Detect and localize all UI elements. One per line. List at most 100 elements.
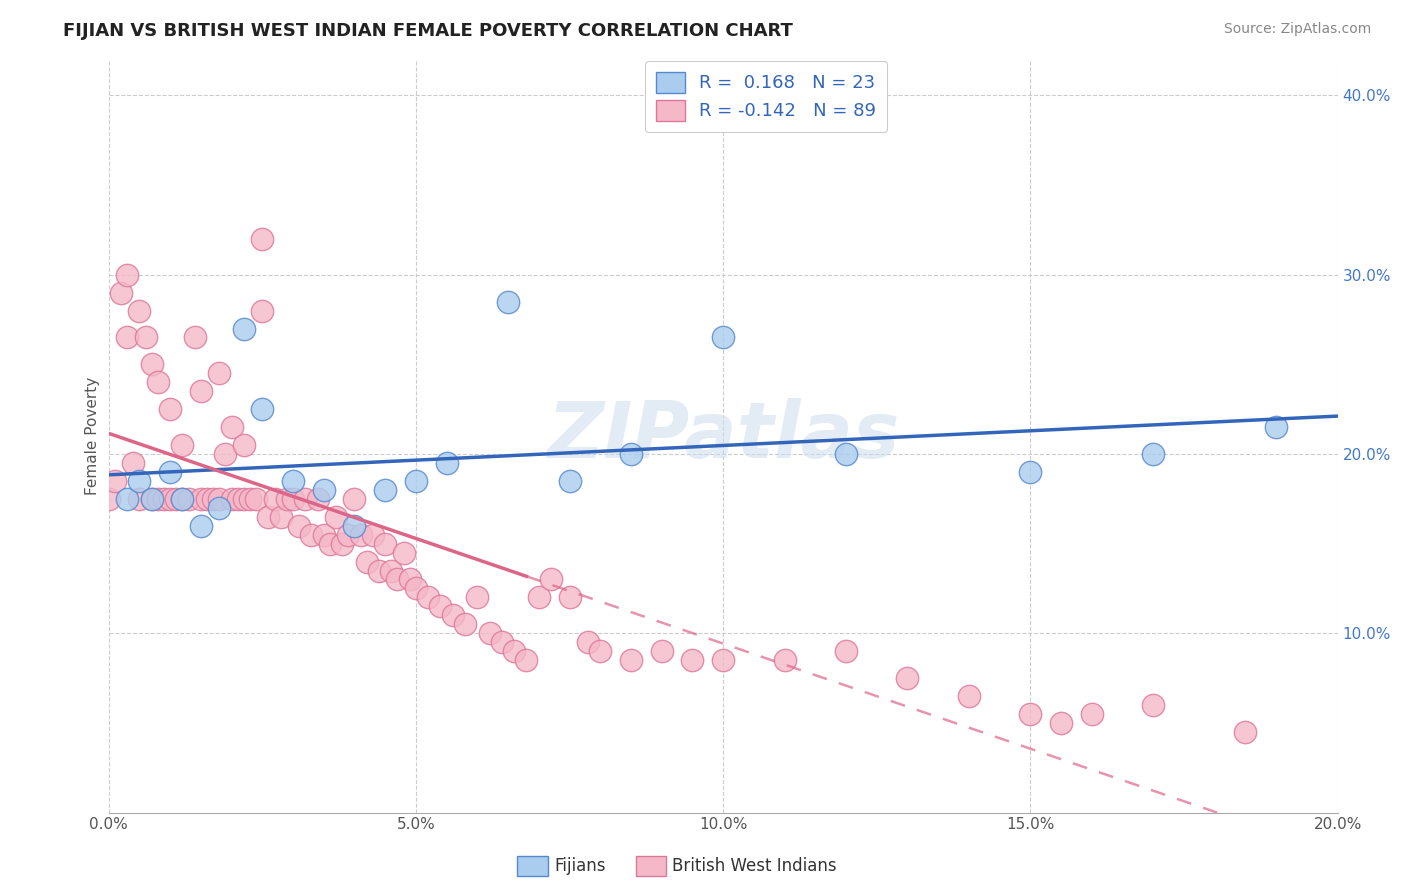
Point xyxy=(312,527,335,541)
Point xyxy=(319,536,342,550)
Point xyxy=(97,491,120,506)
Point xyxy=(418,591,440,605)
Point xyxy=(620,447,643,461)
Point xyxy=(252,402,274,417)
Point xyxy=(527,591,550,605)
Point xyxy=(325,509,347,524)
Point xyxy=(128,491,150,506)
Point xyxy=(1019,465,1042,479)
Point xyxy=(195,491,218,506)
Point xyxy=(239,491,262,506)
Point xyxy=(146,491,169,506)
Point xyxy=(454,617,477,632)
Point xyxy=(1234,724,1257,739)
Point xyxy=(115,330,138,344)
Point xyxy=(276,491,298,506)
Point xyxy=(281,474,304,488)
Point xyxy=(252,232,274,246)
Point xyxy=(374,536,396,550)
Point xyxy=(392,546,415,560)
Point xyxy=(343,491,366,506)
Point xyxy=(374,483,396,497)
Point xyxy=(232,321,254,335)
Point xyxy=(558,474,581,488)
Point xyxy=(835,644,858,658)
Point xyxy=(141,491,163,506)
Point xyxy=(1142,447,1164,461)
Point xyxy=(122,456,145,470)
Point xyxy=(288,518,311,533)
Point xyxy=(299,527,322,541)
Point xyxy=(835,447,858,461)
Point xyxy=(478,626,501,640)
Point xyxy=(281,491,304,506)
Point xyxy=(1142,698,1164,712)
Point xyxy=(361,527,384,541)
Point xyxy=(245,491,267,506)
Point xyxy=(232,491,254,506)
Point xyxy=(172,491,194,506)
Point xyxy=(436,456,458,470)
Point xyxy=(159,491,181,506)
Point xyxy=(1050,715,1073,730)
Point xyxy=(190,518,212,533)
Point xyxy=(711,330,734,344)
Point xyxy=(337,527,360,541)
Point xyxy=(589,644,612,658)
Point xyxy=(183,330,205,344)
Point xyxy=(208,500,231,515)
Point xyxy=(576,635,599,649)
Point xyxy=(496,294,519,309)
Text: FIJIAN VS BRITISH WEST INDIAN FEMALE POVERTY CORRELATION CHART: FIJIAN VS BRITISH WEST INDIAN FEMALE POV… xyxy=(63,22,793,40)
Point xyxy=(307,491,329,506)
Point xyxy=(540,573,562,587)
Point xyxy=(1019,706,1042,721)
Point xyxy=(226,491,249,506)
Text: ZIPatlas: ZIPatlas xyxy=(547,398,900,474)
Point xyxy=(711,653,734,667)
Point xyxy=(380,564,402,578)
Text: Fijians: Fijians xyxy=(554,857,606,875)
FancyBboxPatch shape xyxy=(636,856,666,876)
Point xyxy=(153,491,176,506)
Point xyxy=(115,491,138,506)
Point xyxy=(214,447,236,461)
Point xyxy=(128,303,150,318)
Point xyxy=(177,491,200,506)
Point xyxy=(896,671,918,685)
Point xyxy=(208,491,231,506)
Point xyxy=(104,474,127,488)
Point xyxy=(141,357,163,371)
Text: Source: ZipAtlas.com: Source: ZipAtlas.com xyxy=(1223,22,1371,37)
Point xyxy=(190,384,212,399)
Point xyxy=(202,491,225,506)
Point xyxy=(368,564,391,578)
Point xyxy=(957,689,980,703)
Point xyxy=(343,518,366,533)
Point xyxy=(146,376,169,390)
Point xyxy=(190,491,212,506)
Point xyxy=(1265,420,1288,434)
Point xyxy=(620,653,643,667)
Point xyxy=(441,608,464,623)
Point xyxy=(1081,706,1104,721)
Point xyxy=(115,268,138,282)
Point xyxy=(172,438,194,452)
Point xyxy=(515,653,537,667)
Point xyxy=(141,491,163,506)
Point xyxy=(405,582,427,596)
Point xyxy=(159,465,181,479)
Point xyxy=(503,644,526,658)
Point xyxy=(159,402,181,417)
Text: British West Indians: British West Indians xyxy=(672,857,837,875)
Point xyxy=(208,367,231,381)
Point xyxy=(356,555,378,569)
Point xyxy=(429,599,451,614)
Point xyxy=(165,491,187,506)
Point xyxy=(232,438,254,452)
Point xyxy=(681,653,703,667)
Point xyxy=(405,474,427,488)
Point xyxy=(387,573,409,587)
Point xyxy=(349,527,371,541)
Point xyxy=(270,509,292,524)
